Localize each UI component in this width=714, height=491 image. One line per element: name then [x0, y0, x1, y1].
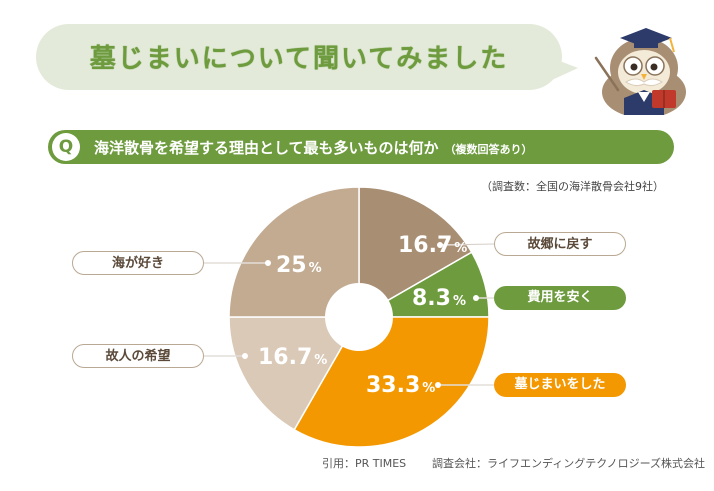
question-note: （複数回答あり）	[444, 143, 533, 156]
survey-company: 調査会社：ライフエンディングテクノロジーズ株式会社	[432, 457, 706, 470]
label-umi: 海が好き	[72, 251, 204, 275]
question-bar: Q 海洋散骨を希望する理由として最も多いものは何か （複数回答あり）	[48, 130, 674, 164]
connector-dot-hakajimai	[435, 382, 441, 388]
value-label-kojin: 16.7%	[258, 345, 327, 370]
slice-furusato	[358, 186, 473, 319]
label-kojin: 故人の希望	[72, 344, 204, 368]
connector-furusato	[439, 243, 495, 246]
source-credit: 引用：PR TIMES	[322, 457, 407, 470]
slice-umi	[228, 186, 360, 318]
label-hiyou: 費用を安く	[494, 286, 626, 310]
slice-hakajimai	[293, 316, 490, 448]
question-text-wrap: 海洋散骨を希望する理由として最も多いものは何か （複数回答あり）	[94, 137, 533, 158]
label-hakajimai: 墓じまいをした	[494, 373, 626, 397]
bubble-tail	[552, 58, 578, 80]
value-label-umi: 25%	[276, 253, 322, 278]
value-label-hakajimai: 33.3%	[366, 373, 435, 398]
question-text: 海洋散骨を希望する理由として最も多いものは何か	[94, 139, 439, 157]
survey-note: （調査数：全国の海洋散骨会社9社）	[481, 180, 664, 193]
question-badge: Q	[52, 133, 80, 161]
title-bubble: 墓じまいについて聞いてみました	[36, 24, 562, 90]
connector-dot-furusato	[437, 242, 443, 248]
page-title: 墓じまいについて聞いてみました	[89, 44, 509, 74]
donut-hole	[325, 283, 393, 351]
connector-outline-furusato	[439, 243, 495, 246]
connector-dot-umi	[265, 260, 271, 266]
value-label-furusato: 16.7%	[398, 233, 467, 258]
owl-professor-icon	[594, 28, 686, 115]
label-furusato: 故郷に戻す	[494, 232, 626, 256]
connector-dot-kojin	[242, 353, 248, 359]
slice-kojin	[228, 316, 361, 431]
connector-dot-hiyou	[473, 295, 479, 301]
value-label-hiyou: 8.3%	[412, 286, 466, 311]
